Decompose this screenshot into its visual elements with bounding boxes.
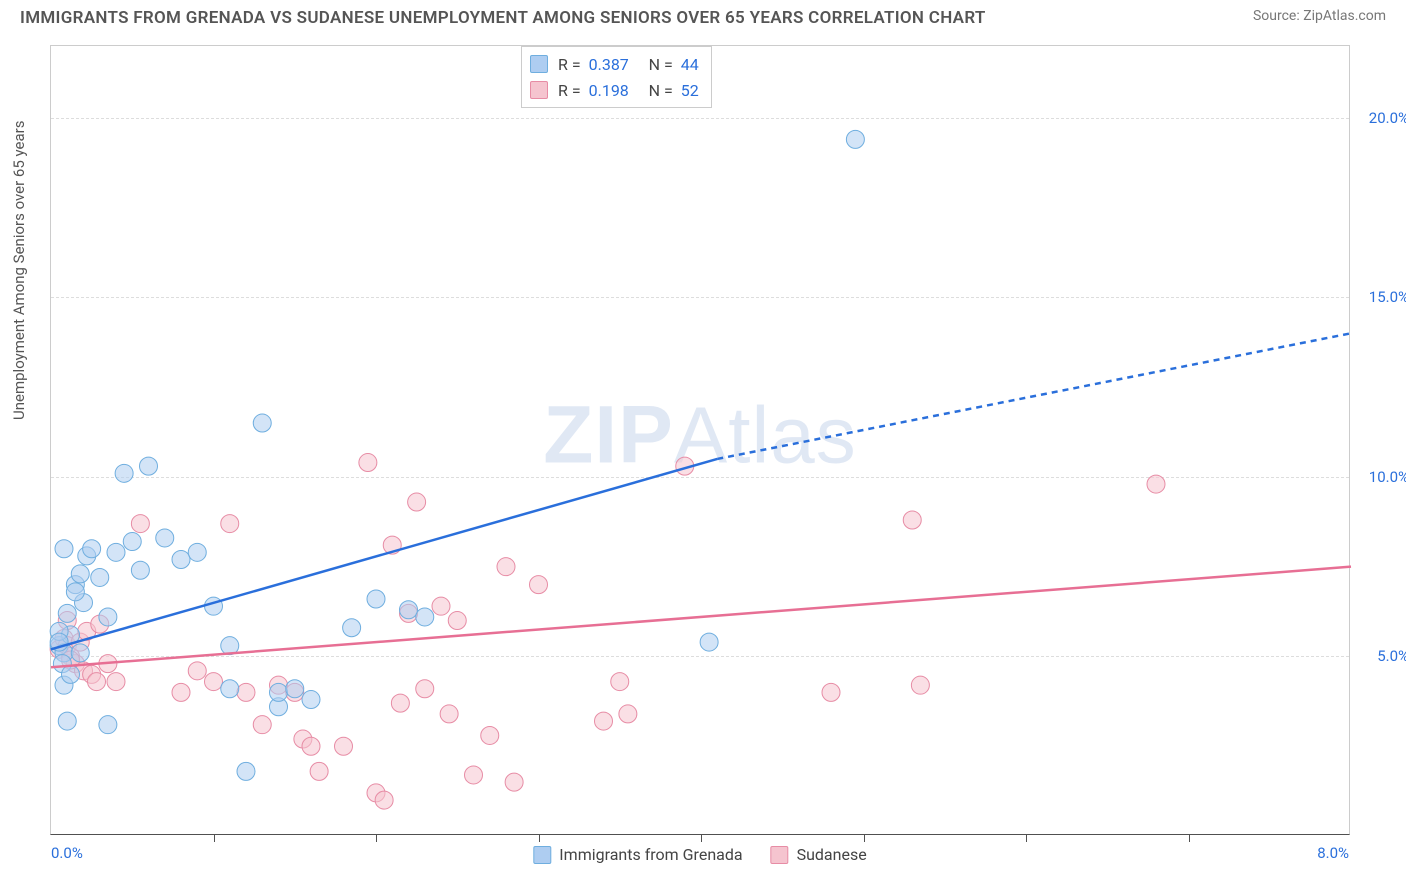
legend-item-sudanese: Sudanese bbox=[771, 845, 867, 864]
source-label: Source: bbox=[1253, 8, 1300, 24]
chart-title: IMMIGRANTS FROM GRENADA VS SUDANESE UNEM… bbox=[20, 8, 986, 28]
y-tick-label: 10.0% bbox=[1369, 468, 1406, 486]
series-legend: Immigrants from Grenada Sudanese bbox=[533, 845, 866, 864]
r-label: R = bbox=[558, 81, 581, 100]
source-value: ZipAtlas.com bbox=[1303, 8, 1386, 24]
y-tick-label: 15.0% bbox=[1369, 288, 1406, 306]
y-tick-label: 20.0% bbox=[1369, 109, 1406, 127]
n-label: N = bbox=[649, 81, 673, 100]
swatch-sudanese bbox=[530, 81, 548, 99]
x-axis-min-label: 0.0% bbox=[51, 844, 83, 862]
source-attribution: Source: ZipAtlas.com bbox=[1253, 8, 1386, 24]
r-label: R = bbox=[558, 55, 581, 74]
correlation-legend: R = 0.387 N = 44 R = 0.198 N = 52 bbox=[521, 46, 712, 108]
n-value-grenada: 44 bbox=[681, 55, 699, 74]
r-value-sudanese: 0.198 bbox=[589, 81, 639, 100]
series-name-grenada: Immigrants from Grenada bbox=[559, 845, 742, 864]
n-label: N = bbox=[649, 55, 673, 74]
chart-plot-area: ZIPAtlas 5.0%10.0%15.0%20.0% R = 0.387 N… bbox=[50, 45, 1350, 835]
chart-header: IMMIGRANTS FROM GRENADA VS SUDANESE UNEM… bbox=[0, 0, 1406, 28]
swatch-sudanese bbox=[771, 846, 789, 864]
scatter-plot-svg bbox=[51, 46, 1349, 834]
legend-item-grenada: Immigrants from Grenada bbox=[533, 845, 742, 864]
r-value-grenada: 0.387 bbox=[589, 55, 639, 74]
swatch-grenada bbox=[533, 846, 551, 864]
swatch-grenada bbox=[530, 55, 548, 73]
series-name-sudanese: Sudanese bbox=[797, 845, 867, 864]
n-value-sudanese: 52 bbox=[681, 81, 699, 100]
x-axis-max-label: 8.0% bbox=[1317, 844, 1349, 862]
legend-row-grenada: R = 0.387 N = 44 bbox=[530, 51, 699, 77]
y-axis-label: Unemployment Among Seniors over 65 years bbox=[10, 121, 28, 420]
y-tick-label: 5.0% bbox=[1377, 647, 1406, 665]
legend-row-sudanese: R = 0.198 N = 52 bbox=[530, 77, 699, 103]
